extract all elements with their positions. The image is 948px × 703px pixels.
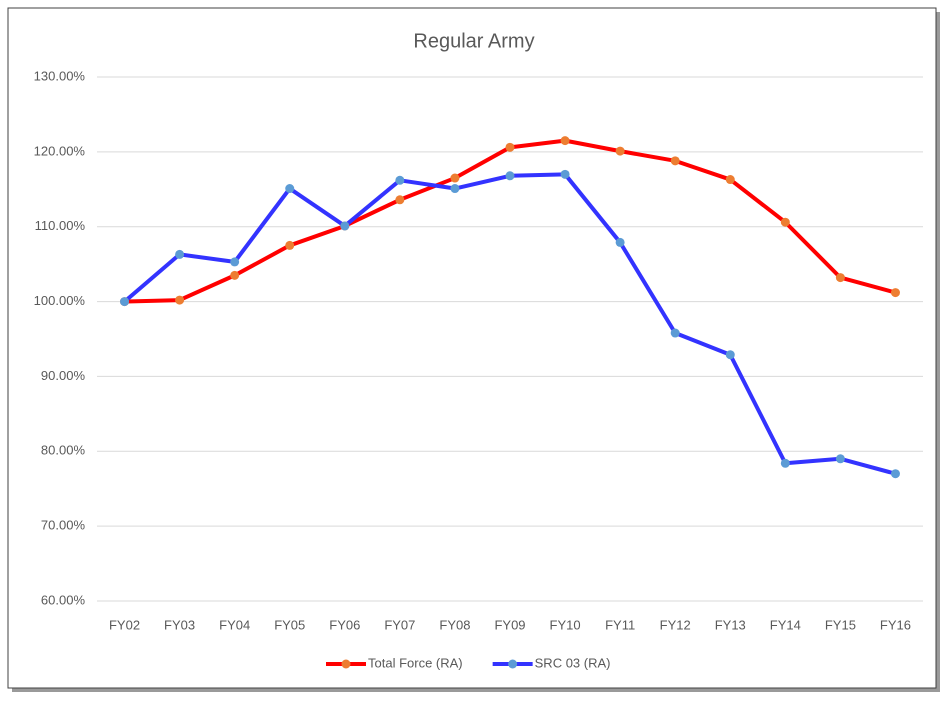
point-marker <box>450 173 460 183</box>
x-tick-label: FY03 <box>164 617 195 632</box>
point-marker <box>230 270 240 280</box>
point-marker <box>175 295 185 305</box>
point-marker <box>450 184 460 194</box>
point-marker <box>670 156 680 166</box>
legend-label: Total Force (RA) <box>368 655 463 670</box>
x-tick-label: FY08 <box>439 617 470 632</box>
point-marker <box>725 350 735 360</box>
point-marker <box>780 458 790 468</box>
y-tick-label: 130.00% <box>34 68 86 83</box>
point-marker <box>560 136 570 146</box>
legend-marker <box>508 659 518 669</box>
legend-marker <box>341 659 351 669</box>
x-tick-label: FY05 <box>274 617 305 632</box>
point-marker <box>670 328 680 338</box>
x-tick-label: FY15 <box>825 617 856 632</box>
point-marker <box>340 221 350 231</box>
point-marker <box>890 288 900 298</box>
x-tick-label: FY12 <box>660 617 691 632</box>
point-marker <box>615 237 625 247</box>
point-marker <box>560 169 570 179</box>
x-tick-label: FY04 <box>219 617 250 632</box>
chart-title: Regular Army <box>413 30 534 52</box>
y-tick-label: 70.00% <box>41 518 86 533</box>
x-tick-label: FY10 <box>550 617 581 632</box>
point-marker <box>835 454 845 464</box>
x-tick-label: FY07 <box>384 617 415 632</box>
x-tick-label: FY16 <box>880 617 911 632</box>
y-tick-label: 80.00% <box>41 443 86 458</box>
x-tick-label: FY11 <box>605 617 635 632</box>
x-tick-label: FY09 <box>494 617 525 632</box>
point-marker <box>285 184 295 194</box>
chart-frame <box>7 7 937 689</box>
point-marker <box>285 240 295 250</box>
point-marker <box>780 217 790 227</box>
point-marker <box>835 273 845 283</box>
point-marker <box>890 469 900 479</box>
point-marker <box>505 171 515 181</box>
x-tick-label: FY02 <box>109 617 140 632</box>
y-tick-label: 90.00% <box>41 368 86 383</box>
x-tick-label: FY06 <box>329 617 360 632</box>
x-tick-label: FY13 <box>715 617 746 632</box>
point-marker <box>725 175 735 185</box>
point-marker <box>395 175 405 185</box>
point-marker <box>230 257 240 267</box>
y-tick-label: 100.00% <box>34 293 86 308</box>
y-tick-label: 110.00% <box>35 218 86 233</box>
y-tick-label: 60.00% <box>41 592 86 607</box>
legend-label: SRC 03 (RA) <box>535 655 611 670</box>
y-tick-label: 120.00% <box>34 143 86 158</box>
point-marker <box>120 297 130 307</box>
point-marker <box>615 146 625 156</box>
point-marker <box>505 142 515 152</box>
point-marker <box>395 195 405 205</box>
point-marker <box>175 249 185 259</box>
x-tick-label: FY14 <box>770 617 801 632</box>
